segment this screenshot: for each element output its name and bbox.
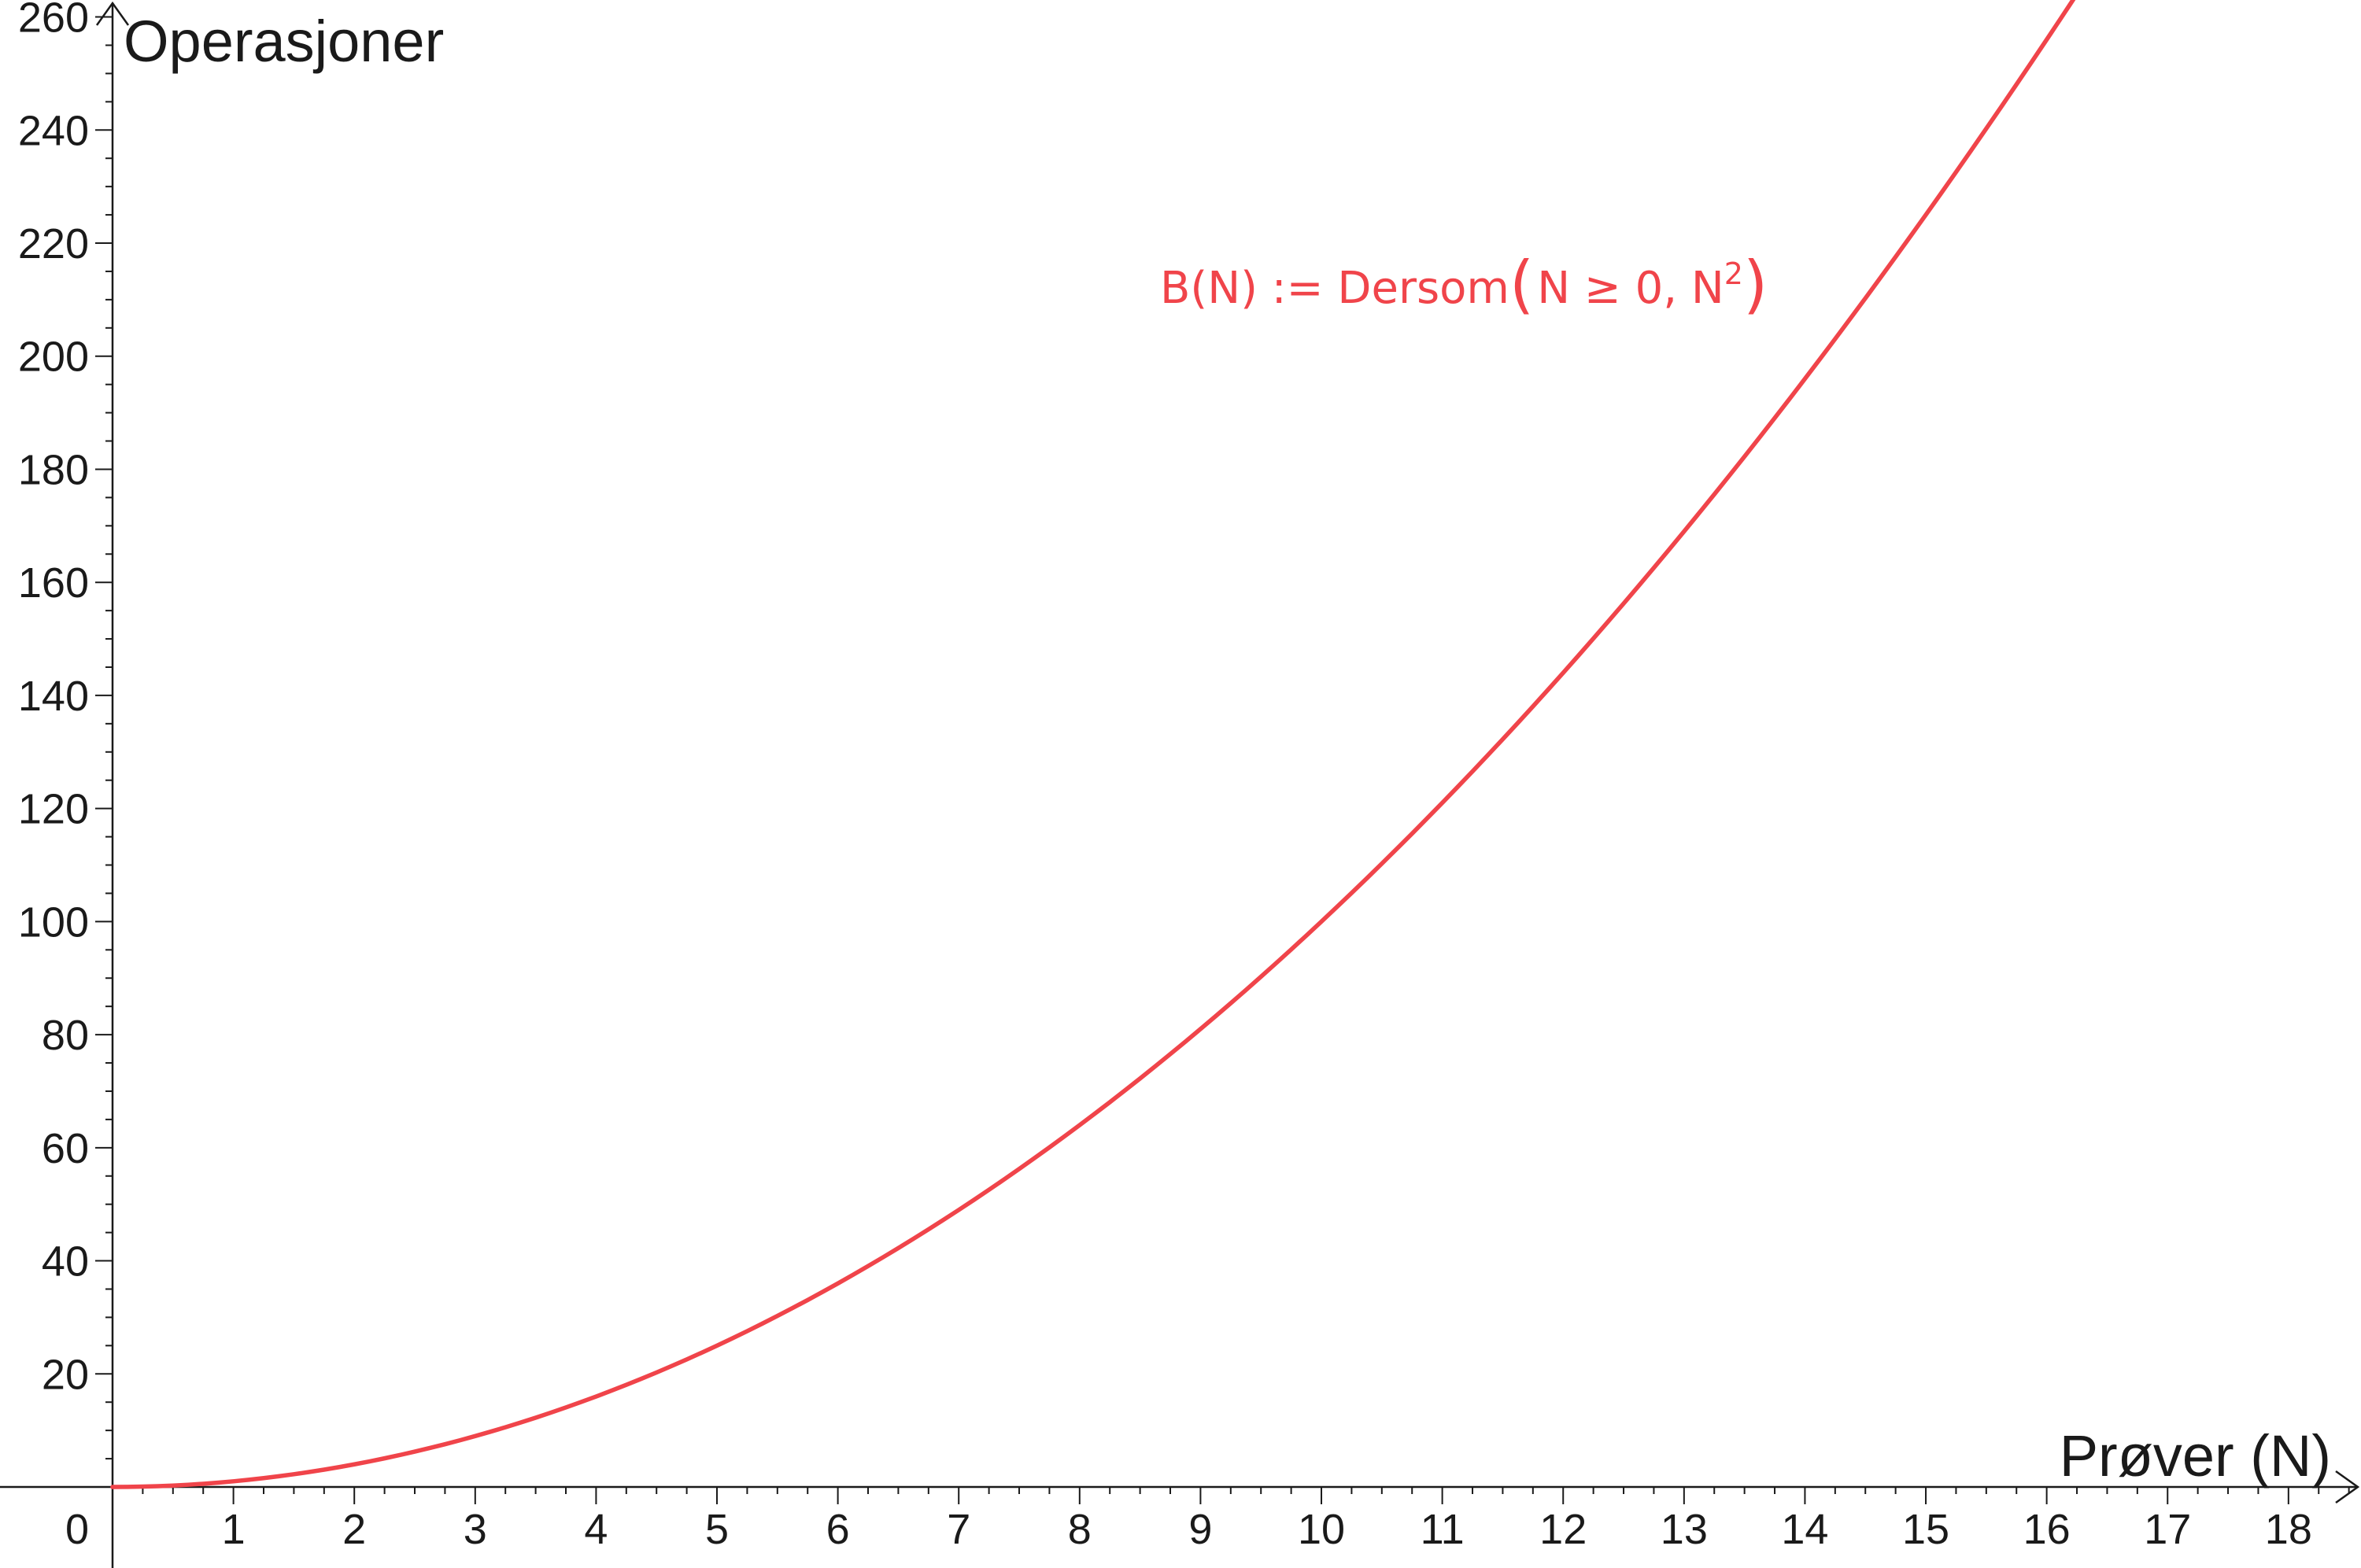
y-tick-label: 240 xyxy=(18,107,89,154)
annotation-exponent: 2 xyxy=(1724,256,1743,291)
x-tick-label: 6 xyxy=(826,1506,850,1553)
y-tick-label: 120 xyxy=(18,786,89,833)
x-tick-label: 1 xyxy=(222,1506,246,1553)
x-tick-label: 9 xyxy=(1188,1506,1212,1553)
x-tick-label: 11 xyxy=(1421,1506,1465,1553)
x-tick-label: 4 xyxy=(584,1506,608,1553)
annotation-prefix: B(N) := Dersom xyxy=(1160,263,1509,314)
x-axis-arrow-icon xyxy=(2335,1470,2360,1504)
y-tick-label: 180 xyxy=(18,446,89,493)
x-tick-label: 5 xyxy=(705,1506,729,1553)
y-tick-label: 140 xyxy=(18,673,89,720)
origin-label: 0 xyxy=(65,1506,89,1553)
x-tick-label: 18 xyxy=(2265,1506,2312,1553)
y-tick-label: 60 xyxy=(42,1125,89,1172)
annotation-open-paren: ( xyxy=(1509,248,1534,321)
y-tick-label: 200 xyxy=(18,334,89,381)
x-tick-label: 15 xyxy=(1902,1506,1949,1553)
x-tick-label: 16 xyxy=(2023,1506,2071,1553)
y-tick-label: 220 xyxy=(18,220,89,267)
y-tick-label: 80 xyxy=(42,1012,89,1059)
y-axis-title: Operasjoner xyxy=(124,9,444,74)
x-tick-label: 7 xyxy=(947,1506,970,1553)
x-tick-label: 12 xyxy=(1539,1506,1587,1553)
annotation-args: N ≥ 0, N xyxy=(1537,263,1724,314)
ticks xyxy=(95,16,2350,1504)
x-tick-label: 3 xyxy=(464,1506,487,1553)
x-axis-title: Prøver (N) xyxy=(2060,1423,2331,1489)
annotation-close-paren: ) xyxy=(1743,248,1768,321)
tick-labels: 1 2 3 4 5 6 7 8 9 10 11 12 13 14 15 16 17 182040608010012… xyxy=(18,0,2312,1553)
x-tick-label: 2 xyxy=(342,1506,366,1553)
y-axis-arrow-icon xyxy=(95,1,130,26)
y-tick-label: 100 xyxy=(18,898,89,946)
x-tick-label: 10 xyxy=(1298,1506,1345,1553)
y-tick-label: 260 xyxy=(18,0,89,42)
x-tick-label: 13 xyxy=(1661,1506,1708,1553)
y-tick-label: 160 xyxy=(18,559,89,607)
series-annotation: B(N) := Dersom(N ≥ 0, N2) xyxy=(1160,248,1768,321)
x-tick-label: 8 xyxy=(1068,1506,1092,1553)
y-tick-label: 20 xyxy=(42,1351,89,1398)
series-line xyxy=(110,0,2076,1489)
x-tick-label: 14 xyxy=(1781,1506,1828,1553)
y-tick-label: 40 xyxy=(42,1238,89,1286)
x-tick-label: 17 xyxy=(2144,1506,2191,1553)
